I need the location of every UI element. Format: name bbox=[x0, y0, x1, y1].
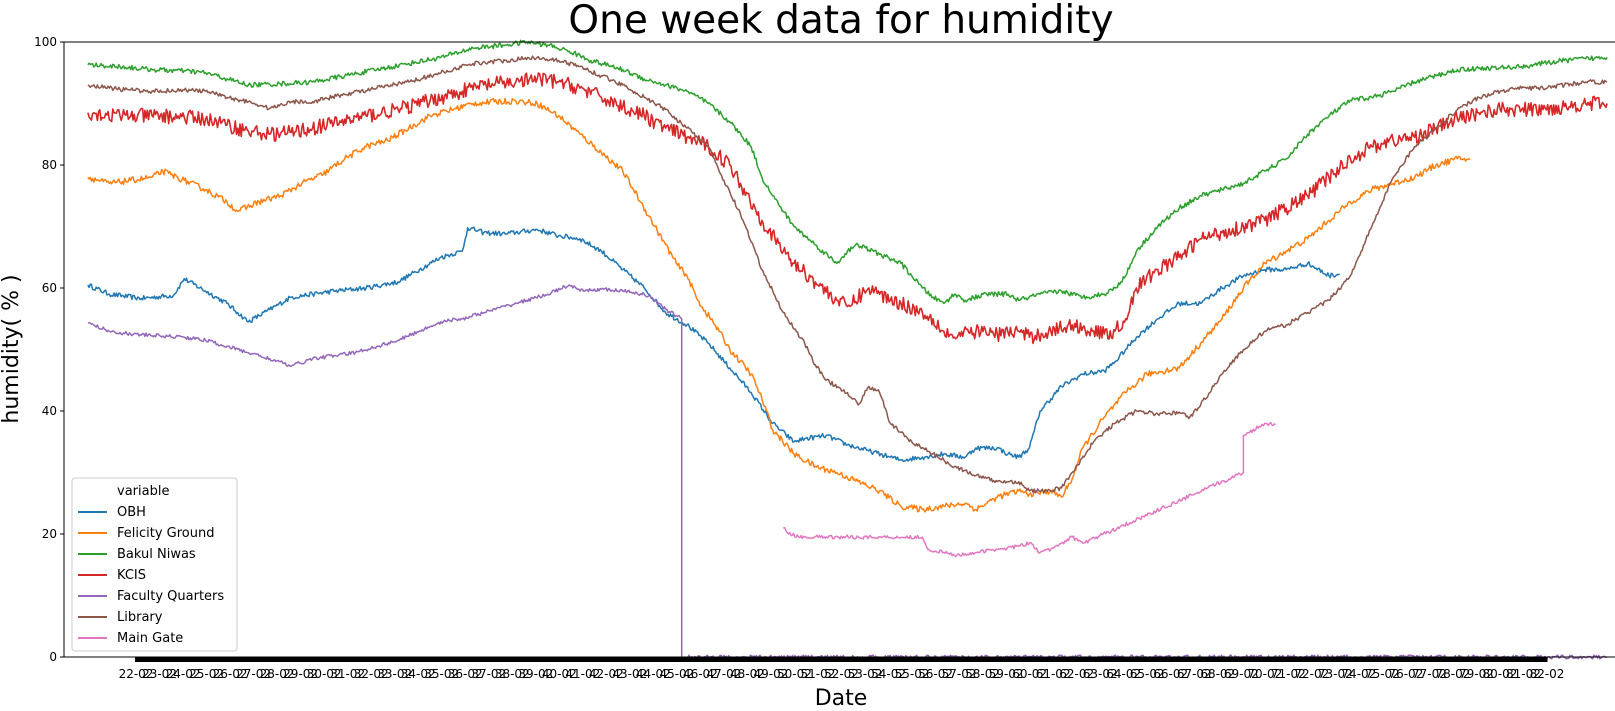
x-tick-label: 30-02 bbox=[307, 667, 342, 681]
series-line-6 bbox=[783, 421, 1276, 558]
x-tick-label: 60-02 bbox=[1012, 667, 1047, 681]
x-tick-label: 68-02 bbox=[1200, 667, 1235, 681]
x-tick-label: 63-02 bbox=[1083, 667, 1118, 681]
y-tick-label: 80 bbox=[42, 158, 57, 172]
legend-title: variable bbox=[117, 484, 169, 499]
x-tick-label: 77-02 bbox=[1412, 667, 1447, 681]
x-tick-label: 61-02 bbox=[1036, 667, 1071, 681]
series-line-0 bbox=[87, 226, 1341, 463]
x-tick-label: 53-02 bbox=[848, 667, 883, 681]
x-tick-label: 38-02 bbox=[495, 667, 530, 681]
series-line-2 bbox=[87, 39, 1608, 305]
y-tick-label: 100 bbox=[34, 35, 57, 49]
series-line-1 bbox=[87, 97, 1471, 513]
x-tick-label: 62-02 bbox=[1059, 667, 1094, 681]
x-tick-label: 32-02 bbox=[354, 667, 389, 681]
x-tick-label: 64-02 bbox=[1106, 667, 1141, 681]
x-tick-label: 39-02 bbox=[518, 667, 553, 681]
x-tick-label: 51-02 bbox=[801, 667, 836, 681]
x-tick-label: 66-02 bbox=[1153, 667, 1188, 681]
legend-label: Felicity Ground bbox=[117, 526, 215, 541]
x-tick-label: 34-02 bbox=[401, 667, 436, 681]
x-tick-label: 43-02 bbox=[612, 667, 647, 681]
x-tick-label: 41-02 bbox=[565, 667, 600, 681]
x-tick-label: 67-02 bbox=[1177, 667, 1212, 681]
x-tick-label: 76-02 bbox=[1388, 667, 1423, 681]
x-tick-label: 29-02 bbox=[283, 667, 318, 681]
x-tick-label: 45-02 bbox=[659, 667, 694, 681]
x-tick-label: 44-02 bbox=[636, 667, 671, 681]
legend: variable OBH Felicity Ground Bakul Niwas KC… bbox=[71, 477, 238, 652]
x-tick-label: 27-02 bbox=[236, 667, 271, 681]
x-tick-label: 36-02 bbox=[448, 667, 483, 681]
x-tick-label: 57-02 bbox=[942, 667, 977, 681]
x-tick-label: 23-02 bbox=[142, 667, 177, 681]
x-tick-label: 28-02 bbox=[260, 667, 295, 681]
x-tick-label: 48-02 bbox=[730, 667, 765, 681]
y-tick-label: 40 bbox=[42, 404, 57, 418]
x-tick-label: 40-02 bbox=[542, 667, 577, 681]
x-axis: 22-0223-0224-0225-0226-0227-0228-0229-02… bbox=[119, 657, 1565, 681]
x-tick-label: 73-02 bbox=[1318, 667, 1353, 681]
plot-frame bbox=[63, 41, 1615, 658]
series-line-4 bbox=[87, 284, 1608, 660]
x-tick-label: 22-02 bbox=[119, 667, 154, 681]
x-tick-label: 71-02 bbox=[1271, 667, 1306, 681]
x-tick-label: 65-02 bbox=[1130, 667, 1165, 681]
x-tick-label: 47-02 bbox=[706, 667, 741, 681]
x-tick-label: 42-02 bbox=[589, 667, 624, 681]
legend-label: Faculty Quarters bbox=[117, 589, 224, 604]
y-tick-label: 20 bbox=[42, 527, 57, 541]
legend-label: OBH bbox=[117, 505, 146, 520]
x-tick-label: 46-02 bbox=[683, 667, 718, 681]
legend-box bbox=[71, 477, 238, 652]
x-tick-label: 50-02 bbox=[777, 667, 812, 681]
series-line-5 bbox=[87, 55, 1608, 494]
x-tick-label: 75-02 bbox=[1365, 667, 1400, 681]
chart-title: One week data for humidity bbox=[568, 0, 1113, 43]
series-line-3 bbox=[87, 72, 1608, 345]
y-axis: 0 20 40 60 80 100 bbox=[34, 35, 64, 664]
x-tick-label: 31-02 bbox=[330, 667, 365, 681]
legend-label: Bakul Niwas bbox=[117, 547, 196, 562]
x-tick-label: 55-02 bbox=[895, 667, 930, 681]
y-tick-label: 60 bbox=[42, 281, 57, 295]
x-tick-label: 26-02 bbox=[213, 667, 248, 681]
x-tick-label: 72-02 bbox=[1294, 667, 1329, 681]
x-tick-label: 70-02 bbox=[1247, 667, 1282, 681]
x-tick-label: 37-02 bbox=[471, 667, 506, 681]
x-tick-label: 80-02 bbox=[1483, 667, 1518, 681]
legend-label: Library bbox=[117, 610, 163, 625]
x-tick-label: 24-02 bbox=[166, 667, 201, 681]
legend-label: KCIS bbox=[117, 568, 146, 583]
x-tick-label: 81-02 bbox=[1506, 667, 1541, 681]
x-axis-title: Date bbox=[815, 686, 868, 711]
legend-label: Main Gate bbox=[117, 631, 183, 646]
x-tick-label: 25-02 bbox=[189, 667, 224, 681]
x-tick-label: 82-02 bbox=[1530, 667, 1565, 681]
x-tick-label: 52-02 bbox=[824, 667, 859, 681]
x-tick-label: 49-02 bbox=[754, 667, 789, 681]
x-tick-label: 56-02 bbox=[918, 667, 953, 681]
x-tick-label: 78-02 bbox=[1435, 667, 1470, 681]
y-tick-label: 0 bbox=[49, 650, 57, 664]
x-tick-label: 35-02 bbox=[424, 667, 459, 681]
x-tick-label: 54-02 bbox=[871, 667, 906, 681]
x-tick-label: 69-02 bbox=[1224, 667, 1259, 681]
x-tick-label: 79-02 bbox=[1459, 667, 1494, 681]
x-tick-label: 74-02 bbox=[1341, 667, 1376, 681]
y-axis-title: humidity( % ) bbox=[0, 274, 24, 423]
plot-area bbox=[87, 39, 1608, 660]
x-tick-label: 58-02 bbox=[965, 667, 1000, 681]
x-tick-label: 33-02 bbox=[377, 667, 412, 681]
x-tick-label: 59-02 bbox=[989, 667, 1024, 681]
